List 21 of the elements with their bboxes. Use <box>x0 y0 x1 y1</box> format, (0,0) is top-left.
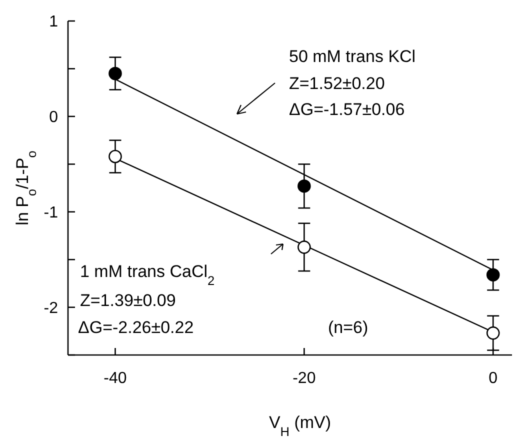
point <box>486 268 500 282</box>
annotation: 1 mM trans CaCl$_{2}$ <box>80 262 215 288</box>
point <box>298 240 311 254</box>
annotation: Z=1.39±0.09 <box>80 291 176 310</box>
x-tick-label: -40 <box>104 370 127 387</box>
annotation: 50 mM trans KCl <box>289 47 416 66</box>
y-tick-label: 0 <box>49 109 58 126</box>
y-tick-label: -1 <box>44 204 58 222</box>
point <box>108 66 122 80</box>
annotation: Z=1.52±0.20 <box>289 74 385 93</box>
annotation: (n=6) <box>328 318 368 337</box>
point <box>108 150 122 164</box>
y-tick-label: 1 <box>49 14 58 31</box>
x-axis-title: V$_{H}$ (mV) <box>268 413 332 438</box>
point <box>298 179 311 193</box>
point <box>486 326 500 340</box>
y-tick-label: -2 <box>44 300 58 317</box>
x-tick-label: -20 <box>292 370 316 387</box>
annotation: ΔG=-2.26±0.22 <box>78 318 194 337</box>
x-tick-label: 0 <box>488 370 498 387</box>
annotation: ΔG=-1.57±0.06 <box>289 100 405 119</box>
